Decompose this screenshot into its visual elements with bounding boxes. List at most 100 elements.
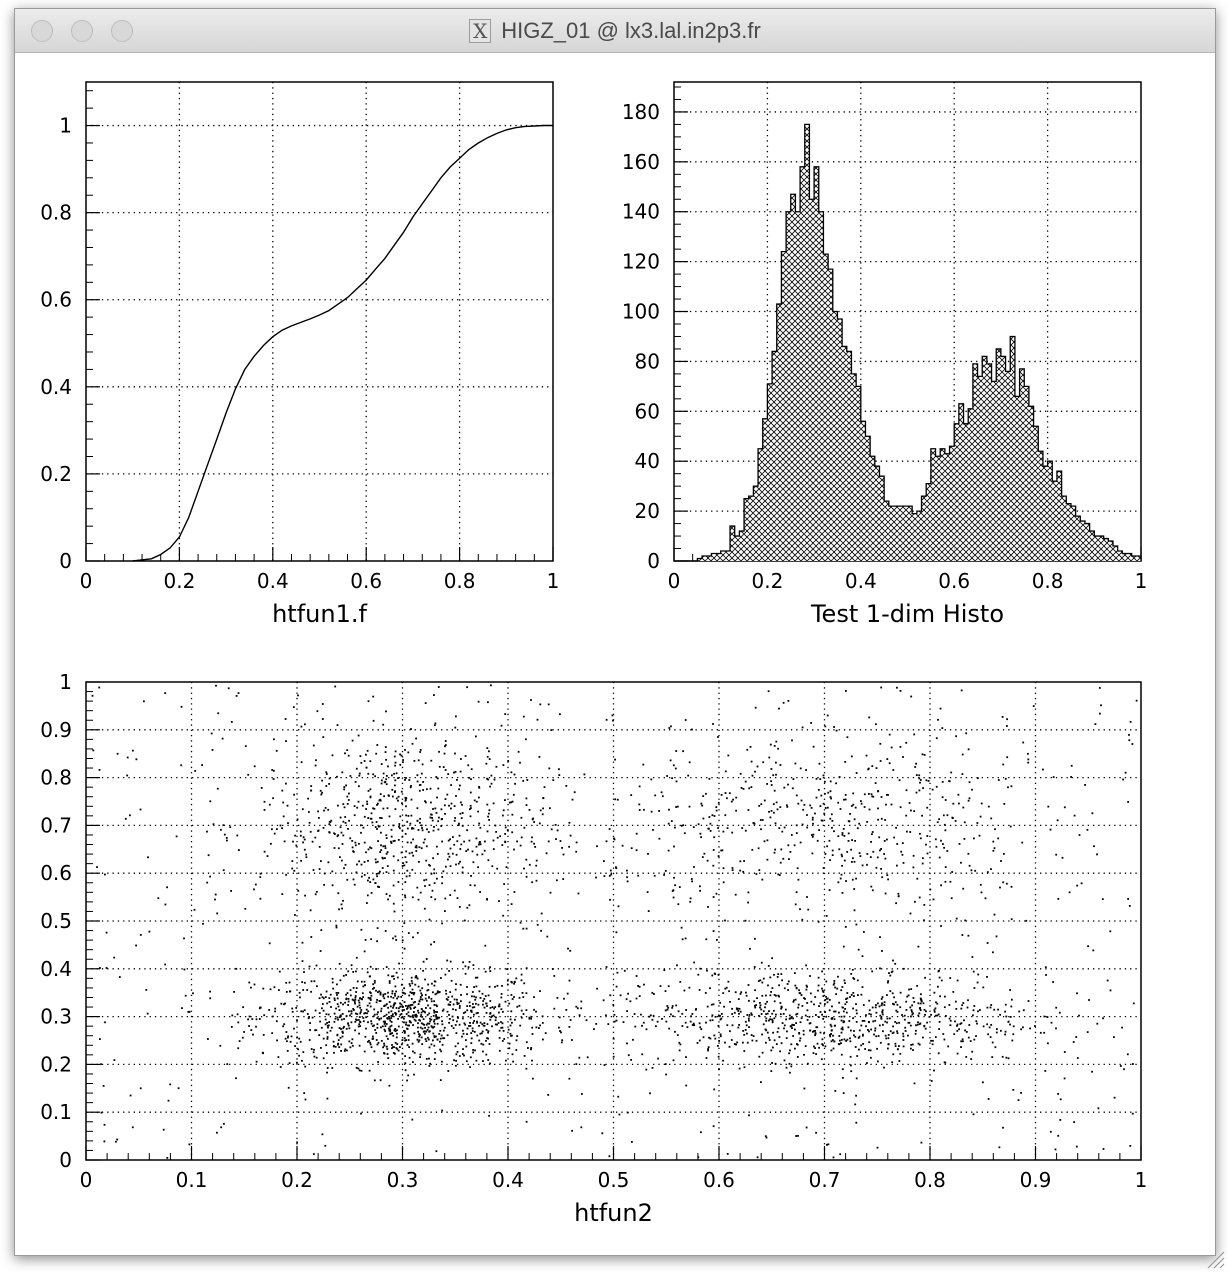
scatter-point: [822, 802, 825, 805]
scatter-point: [1021, 841, 1024, 844]
scatter-point: [448, 855, 451, 858]
scatter-point: [790, 1017, 792, 1020]
scatter-point: [844, 761, 847, 763]
scatter-point: [663, 969, 666, 972]
scatter-point: [975, 1020, 978, 1023]
scatter-point: [844, 926, 847, 928]
scatter-point: [717, 1055, 720, 1058]
scatter-point: [641, 1053, 644, 1056]
scatter-point: [433, 1022, 436, 1025]
scatter-point: [456, 779, 458, 781]
scatter-point: [238, 849, 240, 851]
scatter-point: [811, 836, 814, 838]
scatter-point: [580, 1007, 583, 1010]
scatter-point: [795, 1135, 797, 1137]
scatter-point: [360, 831, 362, 834]
scatter-point: [457, 824, 460, 826]
scatter-point: [609, 869, 612, 872]
scatter-point: [697, 973, 700, 976]
scatter-point: [665, 1020, 668, 1023]
scatter-point: [394, 1013, 397, 1016]
scatter-point: [481, 853, 484, 856]
scatter-point: [856, 979, 859, 982]
scatter-point: [849, 996, 851, 998]
scatter-point: [453, 889, 456, 892]
scatter-point: [495, 765, 498, 768]
scatter-point: [910, 1047, 912, 1050]
scatter-point: [485, 1029, 488, 1031]
minimize-button[interactable]: [71, 20, 93, 42]
scatter-point: [414, 983, 417, 986]
scatter-point: [388, 815, 391, 818]
close-button[interactable]: [31, 20, 53, 42]
scatter-point: [699, 967, 702, 970]
scatter-point: [425, 1023, 428, 1026]
title-bar[interactable]: X HIGZ_01 @ lx3.lal.in2p3.fr: [15, 9, 1215, 53]
histogram-bar: [870, 456, 875, 561]
scatter-point: [351, 846, 354, 849]
scatter-point: [944, 799, 947, 801]
scatter-point: [433, 694, 435, 696]
scatter-point: [757, 980, 760, 982]
scatter-point: [346, 878, 349, 881]
scatter-point: [520, 1016, 523, 1019]
scatter-point: [660, 791, 663, 794]
scatter-point: [891, 1032, 894, 1035]
scatter-point: [487, 701, 489, 704]
scatter-point: [884, 1034, 887, 1037]
scatter-point: [341, 1035, 344, 1038]
scatter-point: [775, 773, 777, 776]
scatter-point: [383, 1004, 386, 1007]
scatter-point: [881, 950, 883, 952]
scatter-point: [370, 1020, 373, 1023]
scatter-point: [397, 777, 399, 779]
scatter-point: [762, 1010, 765, 1013]
resize-grip-icon[interactable]: [1202, 1246, 1226, 1270]
scatter-point: [961, 1038, 964, 1041]
scatter-point: [508, 1002, 511, 1005]
scatter-point: [395, 990, 397, 993]
scatter-point: [286, 1050, 289, 1052]
scatter-point: [505, 866, 508, 868]
scatter-point: [830, 1029, 833, 1032]
scatter-point: [773, 994, 776, 996]
scatter-point: [286, 804, 289, 807]
scatter-point: [843, 798, 845, 801]
scatter-point: [1011, 1039, 1014, 1042]
scatter-point: [880, 796, 883, 798]
zoom-button[interactable]: [111, 20, 133, 42]
scatter-point: [612, 1004, 615, 1006]
scatter-point: [829, 1035, 832, 1038]
scatter-point: [737, 998, 740, 1000]
scatter-point: [819, 1002, 822, 1005]
scatter-point: [390, 1017, 393, 1019]
scatter-point: [728, 792, 731, 795]
scatter-point: [446, 959, 449, 962]
scatter-point: [1126, 1053, 1129, 1056]
scatter-point: [735, 1043, 737, 1046]
scatter-point: [997, 837, 1000, 840]
scatter-point: [882, 1030, 884, 1033]
scatter-point: [685, 1009, 687, 1011]
scatter-point: [666, 1005, 669, 1007]
scatter-point: [348, 1040, 351, 1043]
y-tick-label: 0.8: [40, 201, 72, 225]
scatter-point: [1096, 1022, 1099, 1025]
x-tick-label: 0.3: [387, 1168, 419, 1192]
scatter-point: [416, 932, 419, 934]
scatter-point: [337, 1018, 339, 1021]
scatter-point: [845, 690, 847, 692]
scatter-point: [333, 997, 336, 1000]
scatter-point: [652, 829, 654, 831]
scatter-point: [406, 1007, 409, 1009]
scatter-point: [696, 1042, 699, 1044]
scatter-point: [1121, 1026, 1123, 1029]
scatter-point: [342, 899, 344, 902]
scatter-point: [313, 980, 316, 983]
scatter-point: [643, 808, 645, 811]
scatter-point: [847, 832, 850, 835]
x-tick-label: 0.1: [176, 1168, 208, 1192]
scatter-point: [464, 1023, 467, 1026]
histogram-bar: [972, 363, 978, 561]
histogram-bar: [982, 356, 987, 561]
